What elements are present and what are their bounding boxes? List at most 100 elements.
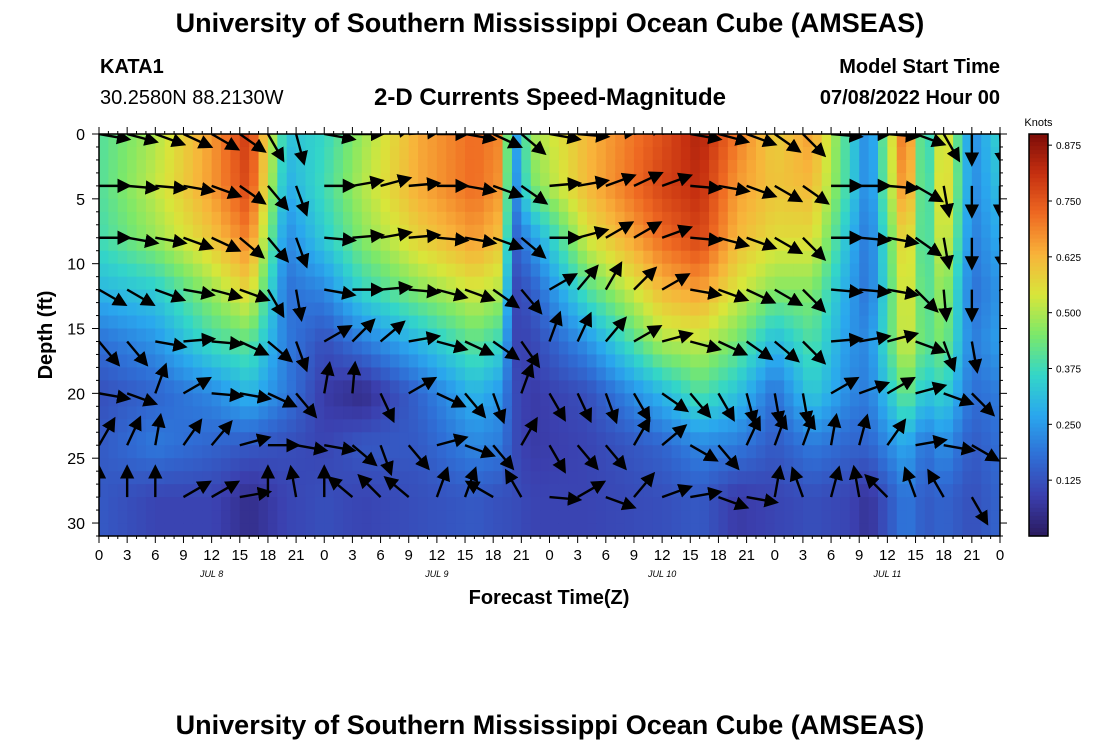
heatmap-cell [314, 224, 325, 239]
heatmap-cell [474, 380, 485, 394]
heatmap-cell [746, 497, 757, 511]
current-arrow [887, 233, 920, 249]
heatmap-cell [821, 224, 832, 239]
heatmap-cell [971, 159, 982, 174]
heatmap-cell [258, 328, 269, 343]
heatmap-cell [690, 134, 701, 148]
day-label: JUL 9 [424, 569, 448, 579]
current-arrow [927, 468, 945, 498]
heatmap-cell [211, 302, 222, 317]
heatmap-cell [418, 224, 429, 239]
heatmap-cell [577, 471, 588, 485]
heatmap-cell [465, 211, 476, 226]
heatmap-cell [746, 250, 757, 265]
heatmap-cell [511, 146, 522, 161]
heatmap-cell [802, 211, 813, 226]
heatmap-cell [765, 211, 776, 226]
heatmap-cell [887, 458, 898, 472]
heatmap-cell [699, 341, 710, 356]
heatmap-cell [971, 393, 982, 407]
heatmap-cell [314, 419, 325, 433]
heatmap-cell [887, 146, 898, 161]
heatmap-cell [540, 289, 551, 304]
heatmap-cell [371, 315, 382, 330]
heatmap-cell [765, 146, 776, 161]
heatmap-cell [680, 380, 691, 394]
heatmap-cell [887, 211, 898, 226]
heatmap-cell [436, 445, 447, 459]
heatmap-cell [361, 510, 372, 524]
heatmap-cell [258, 146, 269, 161]
heatmap-cell [971, 380, 982, 394]
heatmap-cell [981, 159, 992, 174]
heatmap-cell [652, 367, 663, 381]
current-arrow [661, 424, 688, 447]
heatmap-cell [455, 211, 466, 226]
heatmap-cell [718, 237, 729, 252]
heatmap-cell [296, 445, 307, 459]
heatmap-cell [990, 380, 1000, 394]
heatmap-cell [812, 289, 823, 304]
heatmap-cell [971, 406, 982, 420]
heatmap-cell [896, 484, 907, 498]
heatmap-cell [380, 484, 391, 498]
current-arrow [887, 180, 921, 195]
colorbar-segment [1029, 278, 1048, 284]
heatmap-cell [202, 185, 213, 200]
heatmap-cell [568, 263, 579, 278]
heatmap-cell [718, 432, 729, 446]
heatmap-cell [446, 159, 457, 174]
heatmap-cell [333, 497, 344, 511]
heatmap-cell [521, 302, 532, 317]
heatmap-cell [127, 134, 138, 148]
heatmap-cell [859, 302, 870, 317]
heatmap-cell [774, 523, 785, 536]
heatmap-cell [802, 302, 813, 317]
heatmap-cell [737, 302, 748, 317]
heatmap-cell [465, 406, 476, 420]
heatmap-cell [211, 263, 222, 278]
heatmap-cell [821, 315, 832, 330]
heatmap-cell [812, 445, 823, 459]
heatmap-cell [258, 224, 269, 239]
heatmap-cell [924, 211, 935, 226]
heatmap-cell [587, 172, 598, 187]
current-arrow [211, 236, 242, 253]
heatmap-cell [258, 445, 269, 459]
heatmap-cell [249, 445, 260, 459]
heatmap-cell [568, 302, 579, 317]
heatmap-cell [755, 445, 766, 459]
heatmap-cell [145, 380, 156, 394]
heatmap-cell [587, 523, 598, 536]
heatmap-cell [446, 198, 457, 213]
current-arrow [914, 184, 945, 203]
heatmap-cell [436, 224, 447, 239]
heatmap-cell [906, 341, 917, 356]
heatmap-cell [671, 211, 682, 226]
heatmap-cell [324, 406, 335, 420]
heatmap-cell [521, 146, 532, 161]
heatmap-cell [587, 198, 598, 213]
heatmap-cell [671, 237, 682, 252]
heatmap-cell [446, 276, 457, 291]
current-arrow [971, 444, 1000, 462]
colorbar-segment [1029, 146, 1048, 151]
heatmap-cell [596, 198, 607, 213]
heatmap-cell [211, 523, 222, 536]
heatmap-cell [615, 250, 626, 265]
heatmap-cell [831, 484, 842, 498]
heatmap-cell [981, 471, 992, 485]
heatmap-cell [549, 134, 560, 148]
heatmap-cell [568, 471, 579, 485]
heatmap-cell [784, 406, 795, 420]
heatmap-cell [831, 263, 842, 278]
heatmap-cell [774, 172, 785, 187]
heatmap-cell [511, 198, 522, 213]
heatmap-cell [831, 328, 842, 343]
heatmap-cell [596, 172, 607, 187]
heatmap-cell [737, 185, 748, 200]
heatmap-cell [267, 211, 278, 226]
heatmap-cell [915, 276, 926, 291]
heatmap-cell [802, 198, 813, 213]
